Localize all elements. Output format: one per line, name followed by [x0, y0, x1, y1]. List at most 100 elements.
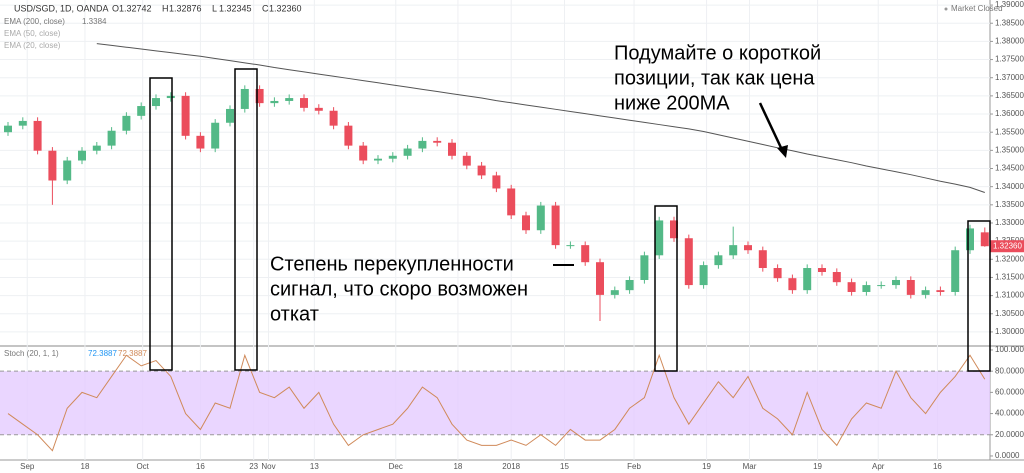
market-status: Market Closed [951, 4, 1003, 13]
candle-body [566, 245, 575, 247]
x-tick-label: Feb [627, 462, 641, 471]
symbol: USD/SGD, 1D, OANDA [14, 3, 109, 13]
annotation: сигнал, что скоро возможен [270, 278, 528, 300]
x-tick-label: 23 [249, 462, 258, 471]
candle-body [388, 155, 397, 159]
candle-body [4, 125, 12, 133]
x-tick-label: Nov [261, 462, 275, 471]
x-tick-label: 15 [560, 462, 569, 471]
ohlc-legend: O 1.32742 H 1.32876 L 1.32345 C 1.32360 [112, 3, 302, 13]
y-tick-label: 1.38500 [995, 18, 1024, 27]
stoch-legend: Stoch (20, 1, 1) [4, 349, 59, 358]
y-tick-label: 1.31500 [995, 273, 1024, 282]
y-tick-label: 1.33000 [995, 218, 1024, 227]
y-tick-label: 1.36500 [995, 91, 1024, 100]
candle-body [625, 279, 634, 291]
candle-body [803, 268, 812, 291]
y-tick-label: 1.34000 [995, 182, 1024, 191]
y-tick-label: 1.32000 [995, 254, 1024, 263]
ema-value: 1.3384 [82, 17, 107, 26]
candle-body [640, 255, 649, 280]
candle-body [359, 145, 368, 161]
ohlc-letter: H [162, 3, 169, 13]
candle-body [63, 160, 72, 181]
candle-body [507, 188, 516, 216]
y-tick-label: 1.35000 [995, 145, 1024, 154]
y-tick-label: 0.0000 [995, 451, 1020, 460]
candle-body [448, 142, 456, 156]
candle-body [788, 278, 797, 291]
candle-body [670, 220, 678, 239]
y-tick-label: 80.0000 [995, 366, 1024, 375]
candle-body [773, 268, 782, 279]
candle-body [477, 165, 486, 176]
candle-body [522, 215, 530, 231]
x-tick-label: Oct [136, 462, 149, 471]
y-tick-label: 1.30500 [995, 309, 1024, 318]
y-tick-label: 60.0000 [995, 387, 1024, 396]
y-tick-label: 1.33500 [995, 200, 1024, 209]
candle-body [166, 95, 175, 99]
candle-body [285, 98, 294, 101]
box [654, 205, 678, 372]
ema-line [96, 43, 985, 193]
ohlc-letter: O [112, 3, 119, 13]
ohlc-letter: L [212, 3, 217, 13]
candle-body [78, 150, 86, 161]
candle-body [847, 282, 856, 292]
candle-body [610, 290, 619, 295]
candle-body [152, 98, 160, 107]
x-tick-label: 2018 [502, 462, 520, 471]
candle-body [596, 262, 604, 295]
stoch-line [7, 353, 986, 452]
candle-body [33, 120, 42, 151]
x-tick-label: 19 [813, 462, 822, 471]
candle-body [18, 120, 27, 126]
candle-body [137, 106, 146, 116]
candle-body [832, 272, 841, 283]
candle-body [255, 88, 264, 104]
candle-body [966, 228, 974, 251]
x-tick-label: 16 [933, 462, 942, 471]
price-tag [990, 240, 1024, 253]
candle-body [226, 108, 234, 123]
y-tick-label: 100.0000 [995, 345, 1024, 354]
arrow-head [777, 145, 788, 158]
candle-body [877, 285, 886, 287]
box [967, 220, 991, 372]
x-tick-label: Apr [872, 462, 885, 471]
candle-body [374, 158, 382, 161]
y-tick-label: 1.37000 [995, 73, 1024, 82]
price-tag-label: 1.32360 [993, 241, 1022, 250]
x-tick-label: 16 [196, 462, 205, 471]
candle-body [729, 245, 738, 256]
candle-body [758, 250, 767, 269]
candle-body [921, 290, 930, 295]
candle-body [211, 122, 220, 149]
candle-body [699, 265, 708, 286]
band [0, 371, 990, 435]
candle-body [418, 140, 427, 149]
y-tick-label: 40.0000 [995, 409, 1024, 418]
candle-body [240, 88, 249, 109]
y-tick-label: 1.38000 [995, 37, 1024, 46]
candle-body [181, 95, 190, 136]
box [149, 77, 173, 371]
candle-body [581, 245, 590, 263]
candle-body [744, 245, 752, 251]
status-dot [944, 7, 948, 11]
candle-body [936, 290, 945, 292]
candle-body [403, 148, 412, 156]
annotation: ниже 200MA [614, 92, 730, 114]
x-tick-label: 18 [81, 462, 90, 471]
candle-body [492, 175, 501, 189]
candle-body [462, 155, 471, 166]
x-tick-label: 18 [453, 462, 462, 471]
y-tick-label: 1.35500 [995, 127, 1024, 136]
x-tick-label: 19 [702, 462, 711, 471]
y-tick-label: 1.31000 [995, 291, 1024, 300]
candle-body [818, 268, 826, 273]
candle-body [906, 279, 915, 295]
candle-body [344, 125, 353, 146]
annotation: Подумайте о короткой [614, 42, 821, 64]
